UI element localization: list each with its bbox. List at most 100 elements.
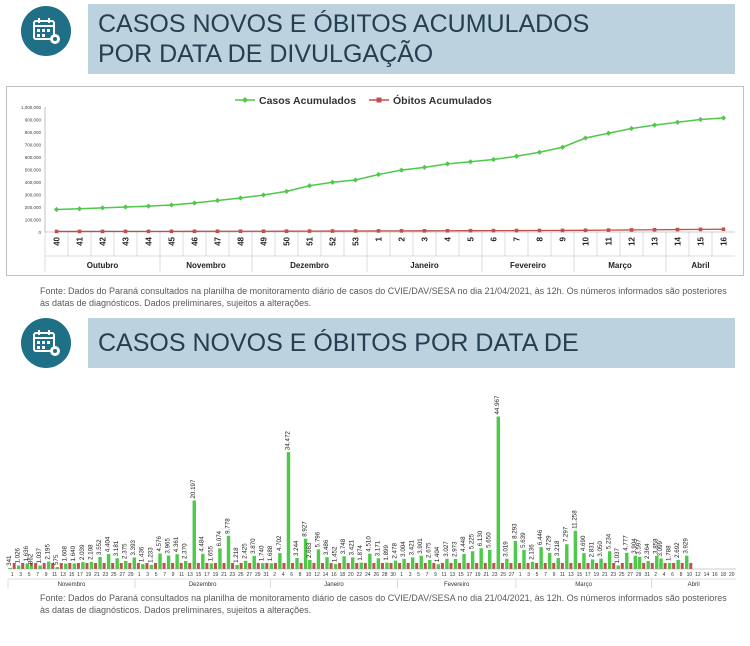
x-tick-label: 8 (536, 236, 545, 241)
x-tick-label: 9 (553, 572, 556, 578)
bar-obitos (423, 563, 427, 569)
bar-casos (286, 452, 291, 569)
month-group-label: Março (608, 261, 632, 270)
bar-casos (278, 553, 282, 569)
x-tick-label: 18 (721, 572, 727, 578)
data-point-casos (53, 206, 60, 213)
x-tick-label: 11 (560, 572, 565, 578)
bar-obitos (51, 563, 55, 569)
data-point-obitos (100, 229, 105, 234)
y-tick-label: 100,000 (25, 218, 42, 223)
x-tick-label: 13 (450, 572, 456, 578)
x-tick-label: 9 (559, 236, 568, 241)
bar-casos (385, 562, 389, 569)
data-label-casos: 3.965 (164, 538, 171, 554)
bar-obitos (338, 563, 342, 569)
data-point-casos (674, 119, 681, 125)
x-tick-label: 5 (467, 236, 476, 241)
data-label-casos: 1.740 (259, 545, 266, 561)
x-tick-label: 20 (729, 572, 735, 578)
bar-obitos (492, 563, 496, 569)
data-label-casos: 3.393 (130, 539, 137, 555)
bar-obitos (12, 563, 16, 569)
data-point-obitos (468, 228, 473, 233)
data-point-obitos (330, 229, 335, 233)
data-point-casos (145, 203, 152, 209)
bar-obitos (59, 563, 63, 569)
y-tick-label: 700,000 (25, 143, 42, 148)
bar-casos (218, 548, 222, 569)
bar-obitos (265, 563, 269, 569)
data-point-obitos (629, 228, 634, 232)
bar-casos (158, 553, 162, 569)
bar-casos (175, 554, 179, 569)
month-label: Janeiro (324, 582, 344, 588)
bar-obitos (321, 563, 325, 569)
data-label-casos: 2.364 (644, 543, 651, 559)
data-label-casos: 1.233 (147, 547, 154, 563)
y-tick-label: 1,000,000 (21, 105, 42, 110)
data-label-casos: 3.019 (503, 541, 510, 557)
x-tick-label: 42 (99, 236, 108, 245)
data-label-casos: 1.640 (70, 545, 77, 561)
data-label-casos: 3.552 (96, 539, 103, 555)
data-label-casos: 4.576 (156, 535, 163, 551)
data-point-obitos (445, 228, 450, 233)
data-point-casos (260, 192, 267, 198)
x-tick-label: 17 (77, 572, 83, 578)
bar-casos (410, 557, 415, 569)
bar-obitos (509, 563, 513, 569)
x-tick-label: 2 (398, 236, 407, 241)
bar-obitos (543, 563, 547, 569)
bar-casos (201, 553, 205, 569)
month-label: Fevereiro (444, 582, 470, 588)
x-tick-label: 30 (390, 572, 396, 578)
bar-casos (106, 554, 111, 569)
bar-obitos (282, 563, 286, 569)
data-point-casos (536, 149, 543, 155)
data-point-obitos (698, 227, 703, 232)
bar-obitos (231, 563, 235, 569)
data-label-casos: 8.927 (301, 521, 308, 537)
bar-obitos (680, 563, 684, 569)
data-point-obitos (491, 228, 496, 233)
bar-obitos (102, 563, 106, 569)
legend-deaths-label: Óbitos Acumulados (393, 94, 492, 107)
bar-obitos (312, 563, 316, 569)
month-group-label: Dezembro (290, 261, 329, 270)
bar-casos (64, 563, 68, 569)
data-point-obitos (353, 229, 358, 233)
section2-header (16, 318, 736, 370)
x-tick-label: 4 (663, 572, 666, 578)
bar-obitos (577, 563, 581, 569)
x-tick-label: 9 (434, 572, 437, 578)
x-tick-label: 2 (273, 572, 276, 578)
bar-casos (625, 552, 629, 569)
data-label-casos: 3.929 (683, 538, 690, 554)
bar-casos (436, 564, 441, 569)
data-label-casos: 1.218 (233, 547, 240, 563)
bar-casos (659, 558, 663, 569)
bar-obitos (111, 563, 115, 569)
bar-obitos (21, 563, 25, 569)
bar-casos (166, 555, 171, 569)
x-tick-label: 5 (155, 572, 158, 578)
x-tick-label: 1 (11, 572, 14, 578)
bar-obitos (363, 563, 367, 569)
data-point-casos (352, 177, 359, 183)
data-point-casos (467, 159, 474, 165)
data-point-casos (605, 130, 612, 136)
x-tick-label: 25 (500, 572, 506, 578)
y-tick-label: 800,000 (25, 130, 42, 135)
x-tick-label: 23 (103, 572, 109, 578)
bar-obitos (650, 563, 654, 569)
data-point-obitos (399, 229, 404, 233)
bar-obitos (603, 563, 607, 569)
bar-casos (359, 562, 363, 569)
bar-obitos (398, 563, 402, 569)
x-tick-label: 11 (441, 572, 446, 578)
data-label-casos: 44.967 (494, 395, 501, 414)
data-point-obitos (284, 229, 289, 233)
x-tick-label: 6 (290, 572, 293, 578)
